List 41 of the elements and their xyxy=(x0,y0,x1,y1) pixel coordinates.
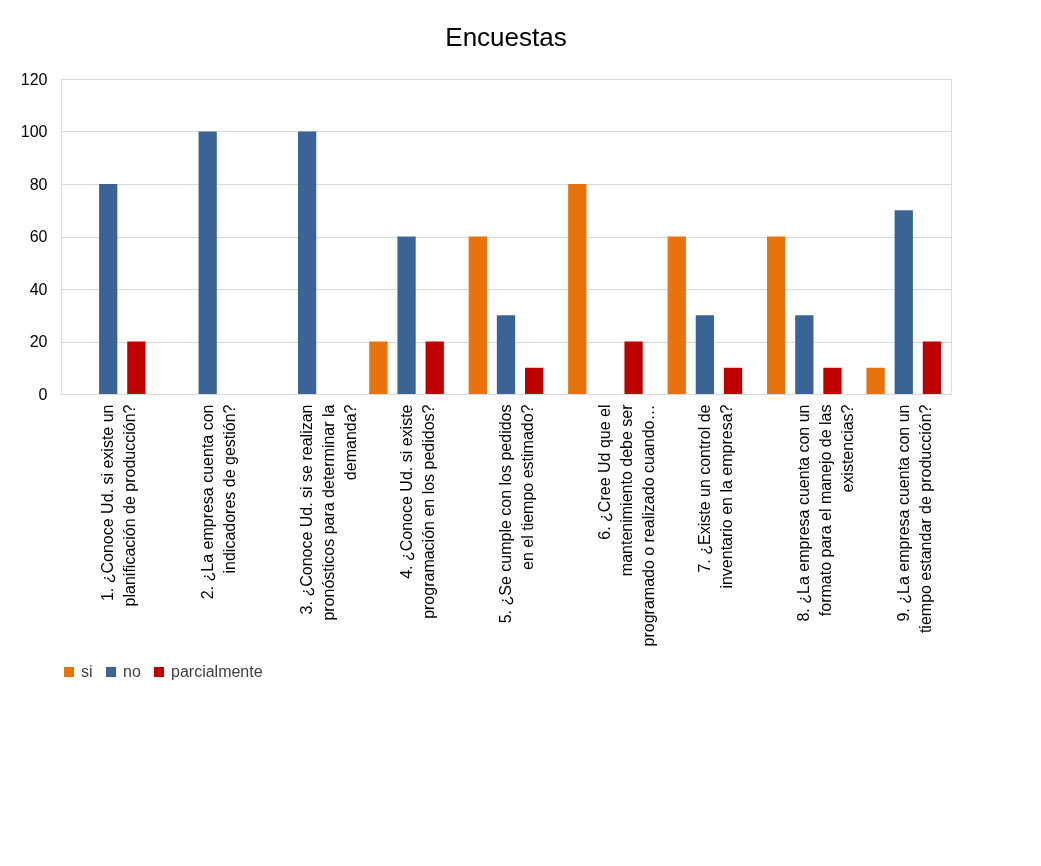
bar xyxy=(369,341,388,394)
x-tick-label: 1. ¿Conoce Ud. si existe un planificación de producción? xyxy=(99,404,139,607)
bar xyxy=(723,367,743,394)
y-tick-label: 80 xyxy=(29,175,48,193)
x-tick-label: 4. ¿Conoce Ud. si existe programación en los pedidos? xyxy=(397,404,437,619)
x-tick-label: 3. ¿Conoce Ud. si se realizan pronósticos para determinar la demanda? xyxy=(298,404,360,621)
x-tick-label: 6. ¿Cree Ud que el mantenimiento debe ser programado o realizado cuando… xyxy=(596,403,658,647)
bar xyxy=(866,367,885,394)
bar xyxy=(568,184,587,394)
legend-label: parcialmente xyxy=(171,663,263,680)
y-tick-label: 40 xyxy=(29,280,48,298)
bar xyxy=(496,315,516,394)
bar xyxy=(127,341,146,394)
bar xyxy=(297,131,317,394)
x-tick-label: 9. ¿La empresa cuenta con un tiempo estandar de producción? xyxy=(894,404,934,634)
bar xyxy=(767,236,786,394)
x-tick-label: 7. ¿Existe un control de inventario en la empresa? xyxy=(695,404,735,589)
bar xyxy=(425,341,444,394)
bar xyxy=(468,236,487,394)
y-tick-label: 120 xyxy=(20,70,48,88)
bar xyxy=(823,367,842,394)
bar xyxy=(198,131,217,394)
bar xyxy=(397,236,416,394)
bar xyxy=(894,210,913,394)
bar xyxy=(624,341,643,394)
y-tick-label: 20 xyxy=(29,333,48,350)
y-tick-label: 0 xyxy=(38,385,48,403)
bar xyxy=(667,236,686,394)
bar xyxy=(695,315,715,394)
bar xyxy=(922,341,942,394)
bar xyxy=(99,184,118,394)
x-tick-label: 8. ¿La empresa cuenta con un formato para el manejo de las existencias? xyxy=(795,404,857,622)
legend-label: no xyxy=(123,663,141,680)
chart-title: Encuestas xyxy=(445,22,567,52)
y-tick-label: 100 xyxy=(20,123,48,140)
x-tick-label: 2. ¿La empresa cuenta con indicadores de gestión? xyxy=(198,404,238,600)
legend-label: si xyxy=(81,663,93,680)
y-tick-label: 60 xyxy=(29,228,48,245)
bar xyxy=(525,367,544,394)
bar xyxy=(795,315,814,394)
x-tick-label: 5. ¿Se cumple con los pedidos en el tiempo estimado? xyxy=(497,404,536,624)
